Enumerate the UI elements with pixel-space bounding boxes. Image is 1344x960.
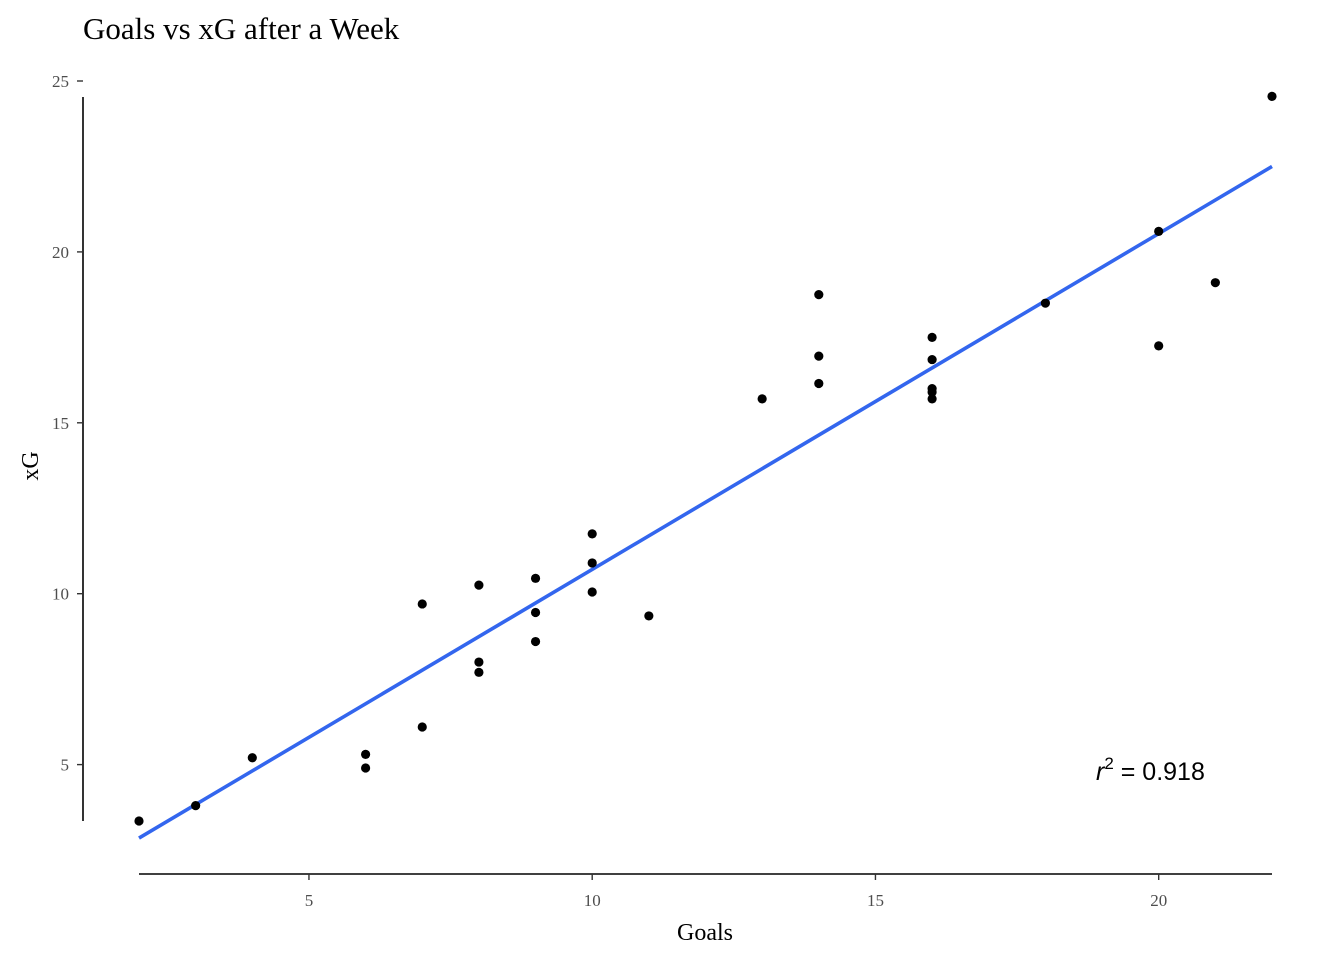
data-point xyxy=(134,816,144,826)
annotation-exponent: 2 xyxy=(1104,754,1113,773)
data-point xyxy=(927,354,937,365)
r-squared-annotation: r2 = 0.918 xyxy=(1096,754,1205,786)
x-tick-label: 5 xyxy=(305,891,314,910)
data-points xyxy=(134,91,1277,826)
data-point xyxy=(587,558,597,568)
y-tick-label: 25 xyxy=(52,72,69,91)
data-point xyxy=(530,573,541,583)
data-point xyxy=(927,332,937,342)
y-tick-label: 10 xyxy=(52,585,69,604)
regression-line xyxy=(138,164,1273,840)
data-point xyxy=(530,607,541,618)
data-point xyxy=(474,667,484,677)
annotation-variable: r xyxy=(1096,758,1106,786)
data-point xyxy=(757,394,767,404)
data-point xyxy=(814,290,824,300)
data-point xyxy=(587,529,597,539)
data-point xyxy=(417,722,427,732)
data-point xyxy=(1267,91,1277,101)
data-point xyxy=(927,394,937,404)
x-axis-title: Goals xyxy=(677,920,733,946)
data-point xyxy=(587,587,597,597)
data-point xyxy=(361,749,371,759)
chart-title: Goals vs xG after a Week xyxy=(83,11,400,46)
data-point xyxy=(814,351,824,361)
x-tick-label: 15 xyxy=(867,891,884,910)
data-point xyxy=(530,636,541,647)
data-point xyxy=(1040,298,1050,308)
data-point xyxy=(191,801,201,811)
y-axis-ticks: 5 10 15 20 25 xyxy=(52,72,83,775)
data-point xyxy=(814,378,824,389)
data-point xyxy=(1154,226,1164,236)
annotation-value: = 0.918 xyxy=(1114,758,1205,786)
data-point xyxy=(1210,278,1220,288)
x-tick-label: 20 xyxy=(1150,891,1167,910)
data-point xyxy=(247,753,257,763)
y-tick-label: 5 xyxy=(61,756,70,775)
data-point xyxy=(927,387,937,397)
y-tick-label: 20 xyxy=(52,243,69,262)
x-axis-ticks: 5 10 15 20 xyxy=(305,874,1167,910)
data-point xyxy=(1154,341,1164,351)
data-point xyxy=(644,611,654,621)
y-axis-title: xG xyxy=(18,451,44,480)
data-point xyxy=(361,763,371,773)
data-point xyxy=(474,580,484,590)
y-tick-label: 15 xyxy=(52,414,69,433)
data-point xyxy=(417,599,427,609)
x-tick-label: 10 xyxy=(584,891,601,910)
data-point xyxy=(474,657,484,667)
